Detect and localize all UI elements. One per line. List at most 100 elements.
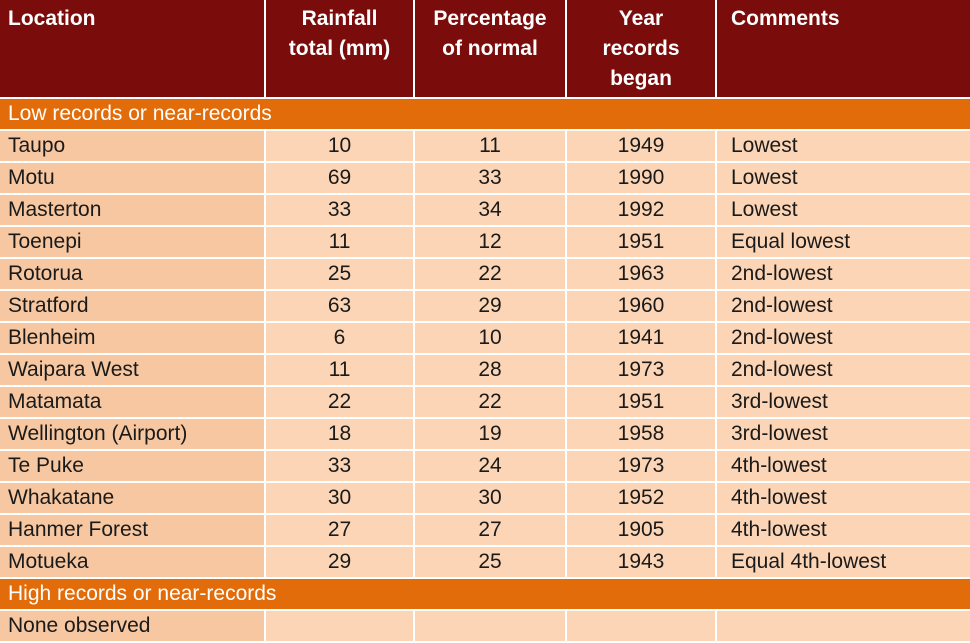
- cell-percentage: 24: [414, 450, 567, 483]
- cell-rainfall: 33: [265, 450, 415, 483]
- header-percentage: Percentage of normal: [414, 0, 567, 99]
- cell-percentage: 33: [414, 162, 567, 195]
- cell-percentage: 30: [414, 482, 567, 515]
- table-row: Hanmer Forest 27 27 1905 4th-lowest: [0, 514, 970, 547]
- cell-rainfall: 30: [265, 482, 415, 515]
- header-rainfall-line2: total (mm): [288, 37, 391, 60]
- cell-rainfall: 25: [265, 258, 415, 291]
- cell-year: 1951: [566, 386, 717, 419]
- cell-comments: 3rd-lowest: [716, 418, 970, 451]
- cell-location: Hanmer Forest: [0, 514, 266, 547]
- cell-comments: 4th-lowest: [716, 450, 970, 483]
- cell-comments: Lowest: [716, 194, 970, 227]
- cell-comments: 3rd-lowest: [716, 386, 970, 419]
- cell-location: Matamata: [0, 386, 266, 419]
- table-row: Rotorua 25 22 1963 2nd-lowest: [0, 258, 970, 291]
- cell-year: 1905: [566, 514, 717, 547]
- header-comments: Comments: [716, 0, 970, 99]
- cell-rainfall: 29: [265, 546, 415, 579]
- table-row: Wellington (Airport) 18 19 1958 3rd-lowest: [0, 418, 970, 451]
- cell-year: 1973: [566, 354, 717, 387]
- cell-year: 1973: [566, 450, 717, 483]
- cell-location: None observed: [0, 610, 266, 643]
- cell-year: 1990: [566, 162, 717, 195]
- cell-rainfall: [265, 610, 415, 643]
- table-row: Matamata 22 22 1951 3rd-lowest: [0, 386, 970, 419]
- cell-location: Motueka: [0, 546, 266, 579]
- cell-percentage: 27: [414, 514, 567, 547]
- cell-year: 1949: [566, 130, 717, 163]
- cell-rainfall: 63: [265, 290, 415, 323]
- cell-location: Toenepi: [0, 226, 266, 259]
- cell-percentage: [414, 610, 567, 643]
- header-year-line1: Year: [618, 7, 664, 30]
- cell-percentage: 29: [414, 290, 567, 323]
- cell-percentage: 22: [414, 386, 567, 419]
- cell-percentage: 22: [414, 258, 567, 291]
- table-row: Taupo 10 11 1949 Lowest: [0, 130, 970, 163]
- cell-location: Wellington (Airport): [0, 418, 266, 451]
- cell-location: Rotorua: [0, 258, 266, 291]
- table-row: Toenepi 11 12 1951 Equal lowest: [0, 226, 970, 259]
- cell-comments: 2nd-lowest: [716, 354, 970, 387]
- table-row: Motueka 29 25 1943 Equal 4th-lowest: [0, 546, 970, 579]
- cell-percentage: 25: [414, 546, 567, 579]
- header-year-line2: records: [602, 37, 680, 60]
- cell-location: Blenheim: [0, 322, 266, 355]
- cell-rainfall: 18: [265, 418, 415, 451]
- cell-comments: Lowest: [716, 162, 970, 195]
- section-title: High records or near-records: [0, 578, 970, 611]
- cell-comments: 4th-lowest: [716, 514, 970, 547]
- cell-rainfall: 6: [265, 322, 415, 355]
- cell-location: Te Puke: [0, 450, 266, 483]
- header-year-line3: began: [610, 67, 672, 90]
- table-body: Low records or near-records Taupo 10 11 1949…: [0, 98, 970, 643]
- cell-year: 1941: [566, 322, 717, 355]
- cell-location: Stratford: [0, 290, 266, 323]
- cell-comments: Lowest: [716, 130, 970, 163]
- cell-location: Whakatane: [0, 482, 266, 515]
- cell-year: 1951: [566, 226, 717, 259]
- section-row: High records or near-records: [0, 578, 970, 611]
- header-rainfall: Rainfall total (mm): [265, 0, 415, 99]
- table-row: Te Puke 33 24 1973 4th-lowest: [0, 450, 970, 483]
- cell-year: 1963: [566, 258, 717, 291]
- cell-rainfall: 11: [265, 226, 415, 259]
- cell-comments: 2nd-lowest: [716, 290, 970, 323]
- cell-comments: 2nd-lowest: [716, 258, 970, 291]
- table-row: Stratford 63 29 1960 2nd-lowest: [0, 290, 970, 323]
- table-row: Whakatane 30 30 1952 4th-lowest: [0, 482, 970, 515]
- cell-comments: [716, 610, 970, 643]
- header-location: Location: [0, 0, 266, 99]
- cell-rainfall: 69: [265, 162, 415, 195]
- cell-year: [566, 610, 717, 643]
- table-row: Masterton 33 34 1992 Lowest: [0, 194, 970, 227]
- cell-percentage: 28: [414, 354, 567, 387]
- cell-year: 1958: [566, 418, 717, 451]
- cell-percentage: 34: [414, 194, 567, 227]
- cell-comments: Equal lowest: [716, 226, 970, 259]
- table-row: Blenheim 6 10 1941 2nd-lowest: [0, 322, 970, 355]
- cell-rainfall: 11: [265, 354, 415, 387]
- header-percentage-line2: of normal: [442, 37, 538, 60]
- cell-rainfall: 22: [265, 386, 415, 419]
- cell-rainfall: 10: [265, 130, 415, 163]
- section-title: Low records or near-records: [0, 98, 970, 131]
- header-rainfall-line1: Rainfall: [301, 7, 378, 30]
- cell-comments: Equal 4th-lowest: [716, 546, 970, 579]
- cell-year: 1943: [566, 546, 717, 579]
- cell-year: 1960: [566, 290, 717, 323]
- cell-percentage: 19: [414, 418, 567, 451]
- cell-comments: 2nd-lowest: [716, 322, 970, 355]
- table-row: Motu 69 33 1990 Lowest: [0, 162, 970, 195]
- table-header: Location Rainfall total (mm) Percentage …: [0, 0, 970, 99]
- cell-rainfall: 33: [265, 194, 415, 227]
- section-row: Low records or near-records: [0, 98, 970, 131]
- cell-percentage: 12: [414, 226, 567, 259]
- header-year: Year records began: [566, 0, 717, 99]
- cell-percentage: 11: [414, 130, 567, 163]
- header-percentage-line1: Percentage: [433, 7, 547, 30]
- cell-location: Motu: [0, 162, 266, 195]
- cell-comments: 4th-lowest: [716, 482, 970, 515]
